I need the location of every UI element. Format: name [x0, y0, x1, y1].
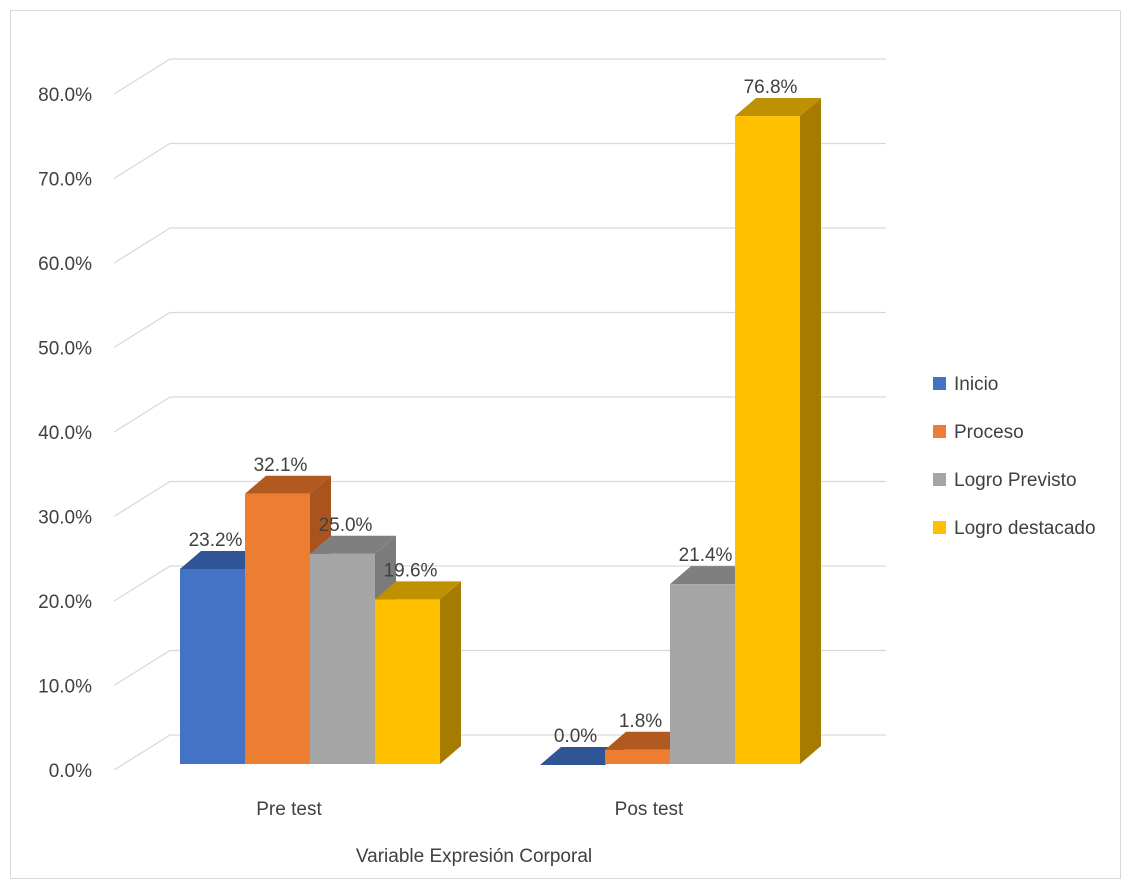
legend-label: Logro Previsto	[954, 470, 1077, 491]
data-label: 19.6%	[384, 560, 438, 581]
gridline	[113, 58, 886, 95]
y-tick-label: 30.0%	[38, 508, 92, 529]
data-label: 21.4%	[679, 545, 733, 566]
legend-item: Inicio	[933, 374, 998, 395]
legend-swatch	[933, 473, 946, 486]
gridline	[113, 396, 886, 433]
bar	[735, 98, 821, 765]
bar-side	[440, 581, 461, 764]
gridline	[113, 227, 886, 264]
bar-top	[245, 475, 331, 494]
legend-swatch	[933, 425, 946, 438]
legend-swatch	[933, 521, 946, 534]
x-tick-label: Pre test	[256, 799, 322, 820]
data-label: 25.0%	[319, 515, 373, 536]
bar-top	[310, 535, 396, 554]
y-tick-label: 60.0%	[38, 254, 92, 275]
legend-swatch	[933, 377, 946, 390]
bar-top	[735, 98, 821, 117]
bar-front	[605, 749, 670, 764]
bar-top	[670, 566, 756, 585]
bar-side	[800, 98, 821, 765]
data-label: 1.8%	[619, 711, 662, 732]
bar	[375, 581, 461, 764]
data-label: 0.0%	[554, 726, 597, 747]
x-tick-label: Pos test	[615, 799, 684, 820]
y-tick-label: 50.0%	[38, 339, 92, 360]
data-label: 32.1%	[254, 455, 308, 476]
legend-item: Logro Previsto	[933, 470, 1077, 491]
data-label: 76.8%	[744, 77, 798, 98]
bar-front	[670, 584, 735, 764]
gridline	[113, 311, 886, 349]
bar-top	[605, 731, 691, 750]
legend: Inicio Proceso Logro Previsto Logro destaca…	[933, 374, 1096, 539]
axes: 0.0% 10.0% 20.0% 30.0% 40.0% 50.0% 60.0% 70.0% 8…	[38, 85, 684, 867]
gridline	[113, 142, 886, 180]
bar-front	[180, 568, 245, 764]
y-tick-label: 70.0%	[38, 170, 92, 191]
y-tick-label: 10.0%	[38, 677, 92, 698]
bar-top	[375, 581, 461, 600]
data-label: 23.2%	[189, 530, 243, 551]
data-labels: 23.2% 0.0% 32.1% 1.8% 25.0% 21.4% 19.6% 76.8%	[189, 77, 798, 747]
legend-item: Proceso	[933, 422, 1024, 443]
bar-front	[245, 493, 310, 764]
legend-label: Logro destacado	[954, 518, 1096, 539]
legend-item: Logro destacado	[933, 518, 1096, 539]
gridline	[113, 649, 886, 687]
bar-front	[375, 599, 440, 764]
bars	[180, 98, 821, 765]
bar-top	[180, 550, 266, 569]
gridline	[113, 565, 886, 602]
y-tick-label: 20.0%	[38, 592, 92, 613]
bar-front	[735, 116, 800, 765]
gridline	[113, 480, 886, 518]
bar-front	[310, 553, 375, 764]
legend-label: Inicio	[954, 374, 998, 395]
y-tick-label: 40.0%	[38, 423, 92, 444]
x-axis-title: Variable Expresión Corporal	[356, 846, 592, 867]
y-tick-label: 0.0%	[49, 761, 92, 782]
bar-top	[540, 747, 626, 765]
y-tick-label: 80.0%	[38, 85, 92, 106]
legend-label: Proceso	[954, 422, 1024, 443]
